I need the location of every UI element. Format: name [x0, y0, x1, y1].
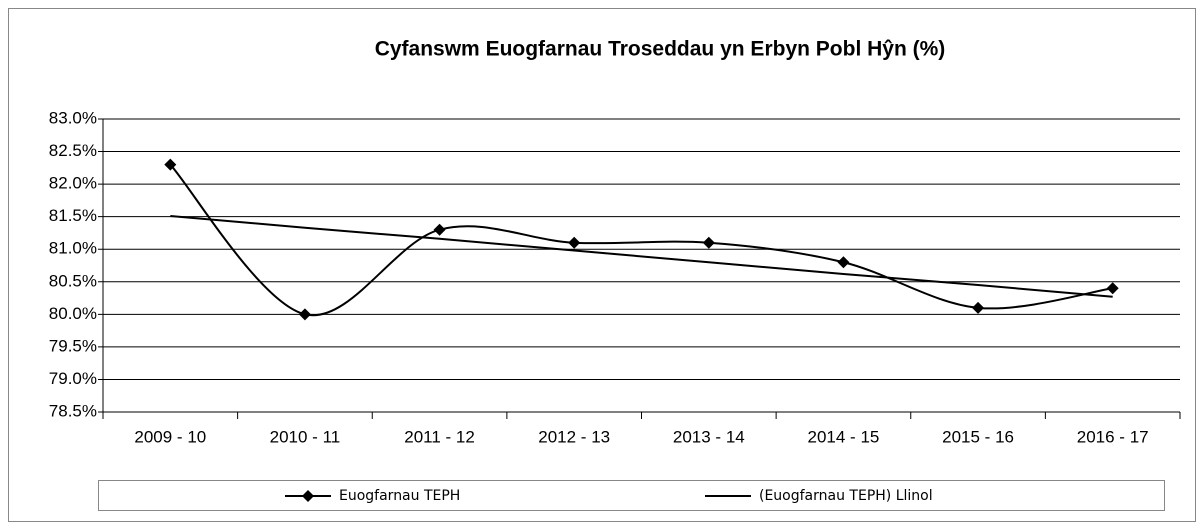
y-tick-label: 80.0%: [49, 304, 97, 323]
y-tick-label: 78.5%: [49, 401, 97, 420]
legend-label: (Euogfarnau TEPH) Llinol: [759, 488, 933, 504]
marker: [433, 223, 446, 236]
marker: [1106, 282, 1119, 295]
y-tick-label: 82.5%: [49, 141, 97, 160]
series-line: [170, 215, 1113, 298]
marker: [972, 301, 985, 314]
legend-label: Euogfarnau TEPH: [339, 488, 460, 504]
x-tick-label: 2009 - 10: [134, 427, 206, 446]
x-tick-label: 2016 - 17: [1077, 427, 1149, 446]
y-tick-label: 81.0%: [49, 239, 97, 258]
x-tick-label: 2014 - 15: [808, 427, 880, 446]
x-tick-label: 2012 - 13: [538, 427, 610, 446]
y-tick-label: 79.0%: [49, 369, 97, 388]
y-tick-label: 79.5%: [49, 336, 97, 355]
x-tick-label: 2011 - 12: [404, 427, 475, 446]
x-tick-label: 2015 - 16: [942, 427, 1014, 446]
chart-title: Cyfanswm Euogfarnau Troseddau yn Erbyn P…: [375, 38, 946, 61]
chart-border: [8, 8, 1196, 522]
legend-box: [98, 480, 1165, 511]
y-tick-label: 81.5%: [49, 206, 97, 225]
marker: [702, 236, 715, 249]
x-tick-label: 2013 - 14: [673, 427, 745, 446]
y-tick-label: 82.0%: [49, 174, 97, 193]
y-tick-label: 80.5%: [49, 271, 97, 290]
y-tick-label: 83.0%: [49, 108, 97, 127]
x-tick-label: 2010 - 11: [270, 427, 341, 446]
marker: [164, 158, 177, 171]
marker: [568, 236, 581, 249]
marker: [298, 308, 311, 321]
marker: [837, 256, 850, 269]
legend-marker: [302, 490, 314, 502]
